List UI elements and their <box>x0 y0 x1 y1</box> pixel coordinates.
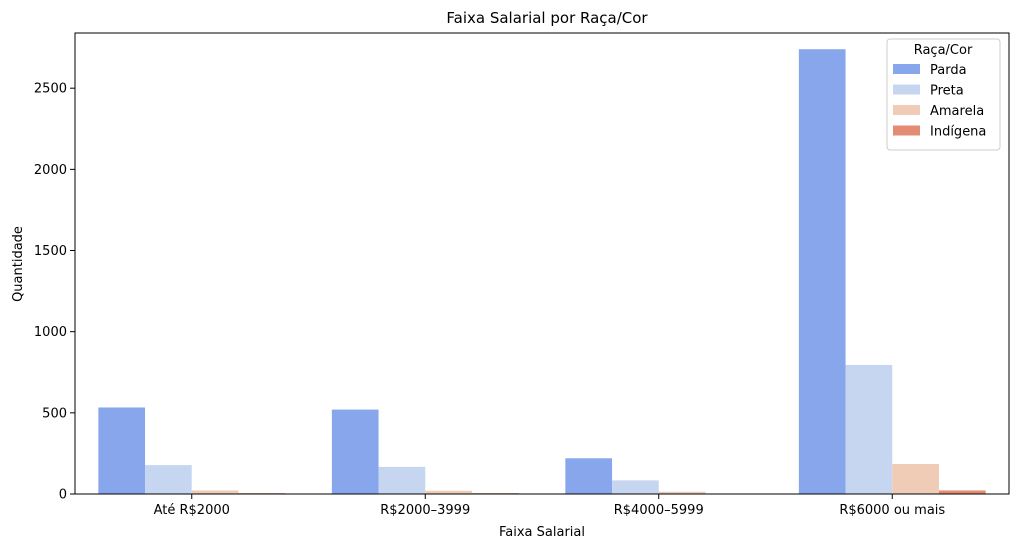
plot-frame <box>74 32 1010 495</box>
y-tick-label: 1500 <box>34 244 67 259</box>
legend-label-preta: Preta <box>930 84 964 99</box>
bar-preta-3 <box>845 364 893 494</box>
bar-amarela-3 <box>892 463 939 494</box>
y-axis-label: Quantidade <box>11 226 26 302</box>
x-tick-label: R$4000–5999 <box>614 503 704 518</box>
y-tick-label: 0 <box>59 488 67 503</box>
y-axis: 0 500 1000 1500 2000 2500 <box>34 82 75 503</box>
y-tick-label: 500 <box>42 406 67 421</box>
legend-items: Parda Preta Amarela Indígena <box>893 63 986 140</box>
x-axis-label: Faixa Salarial <box>499 525 585 540</box>
legend-swatch-amarela <box>893 105 920 115</box>
bar-parda-1 <box>331 409 379 494</box>
bar-preta-0 <box>145 465 192 494</box>
bar-parda-2 <box>565 458 613 494</box>
x-tick-label: R$6000 ou mais <box>839 503 945 518</box>
bar-parda-3 <box>798 49 846 494</box>
bar-amarela-1 <box>425 490 472 494</box>
legend-label-amarela: Amarela <box>930 104 984 119</box>
bars-group <box>98 49 986 494</box>
legend-label-parda: Parda <box>930 63 967 78</box>
y-tick-label: 1000 <box>34 325 67 340</box>
legend: Raça/Cor Parda Preta Amarela Indígena <box>886 38 1001 151</box>
bar-preta-2 <box>612 480 659 494</box>
x-axis: Até R$2000 R$2000–3999 R$4000–5999 R$6000 o… <box>154 494 945 518</box>
bar-preta-1 <box>378 466 426 494</box>
chart-title: Faixa Salarial por Raça/Cor <box>446 9 648 27</box>
legend-label-indígena: Indígena <box>930 125 986 140</box>
x-tick-label: Até R$2000 <box>154 503 230 518</box>
x-tick-label: R$2000–3999 <box>380 503 470 518</box>
legend-swatch-parda <box>893 64 920 74</box>
bar-amarela-0 <box>191 490 239 494</box>
legend-swatch-preta <box>893 84 920 95</box>
bar-amarela-2 <box>658 491 706 494</box>
y-tick-label: 2000 <box>34 163 67 178</box>
legend-swatch-indígena <box>893 125 920 136</box>
y-tick-label: 2500 <box>34 82 67 97</box>
bar-parda-0 <box>98 407 146 494</box>
bar-indígena-3 <box>938 490 986 494</box>
legend-title: Raça/Cor <box>914 43 973 58</box>
